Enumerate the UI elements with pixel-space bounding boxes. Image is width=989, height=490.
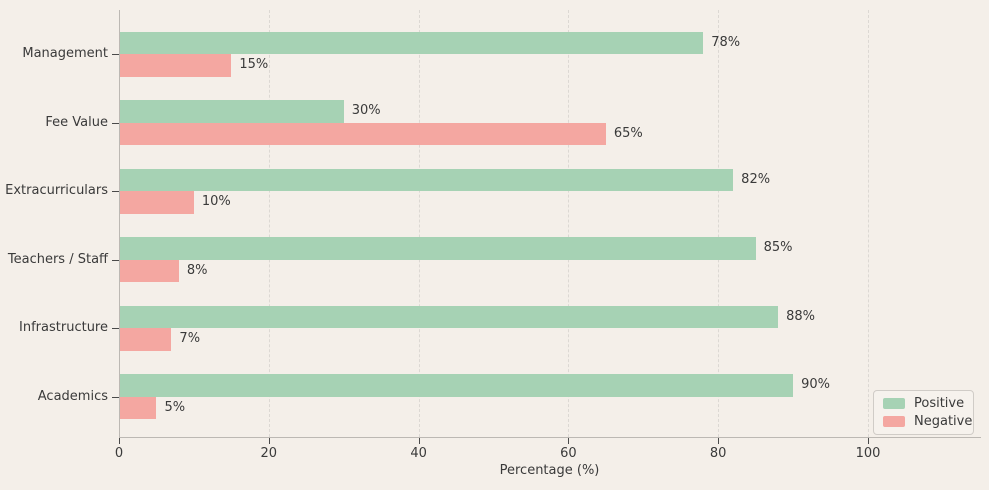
value-label-positive-2: 82%: [741, 171, 771, 187]
x-axis-title: Percentage (%): [499, 463, 600, 478]
bar-negative-3: [119, 259, 179, 282]
y-tick-2: [112, 191, 119, 192]
value-label-negative-0: 15%: [239, 57, 269, 72]
y-tick-5: [112, 396, 119, 398]
gridline-60: [568, 10, 570, 437]
bar-positive-1: [119, 100, 344, 123]
legend-label-positive: Positive: [914, 396, 965, 411]
gridline-40: [418, 10, 420, 437]
legend-item-negative: Negative: [883, 414, 972, 429]
gridline-80: [718, 10, 720, 437]
y-tick-0: [112, 54, 119, 55]
value-label-negative-2: 10%: [201, 194, 231, 209]
legend-swatch-positive-icon: [883, 398, 905, 409]
y-axis-line: [119, 10, 120, 438]
x-tick-100: [868, 438, 869, 444]
category-label-2: Extracurriculars: [5, 183, 108, 198]
value-label-negative-4: 7%: [179, 331, 201, 346]
x-tick-label-60: 60: [560, 446, 577, 461]
bar-positive-4: [119, 305, 779, 328]
gridline-20: [268, 10, 270, 437]
gridline-100: [868, 10, 869, 437]
value-label-negative-3: 8%: [186, 262, 208, 278]
bar-negative-2: [119, 191, 194, 214]
y-tick-3: [112, 259, 119, 261]
x-tick-60: [568, 438, 570, 444]
category-label-3: Teachers / Staff: [7, 251, 108, 267]
y-tick-4: [112, 328, 119, 329]
y-tick-1: [112, 122, 119, 124]
legend-item-positive: Positive: [883, 396, 964, 411]
category-label-1: Fee Value: [45, 114, 108, 130]
legend-swatch-negative-icon: [883, 416, 905, 427]
x-tick-label-20: 20: [260, 446, 278, 461]
x-tick-label-80: 80: [709, 446, 727, 461]
bar-positive-5: [119, 374, 794, 397]
x-tick-80: [718, 438, 720, 444]
legend: Positive Negative: [873, 390, 974, 435]
x-tick-label-100: 100: [855, 446, 881, 461]
x-tick-label-0: 0: [114, 446, 124, 461]
x-tick-0: [119, 438, 120, 444]
bar-negative-5: [119, 396, 157, 419]
legend-label-negative: Negative: [914, 414, 973, 429]
value-label-positive-5: 90%: [801, 377, 830, 392]
category-label-0: Management: [22, 46, 108, 61]
bar-positive-2: [119, 168, 734, 191]
x-tick-20: [268, 438, 270, 444]
x-axis-line: [119, 437, 981, 438]
bar-positive-3: [119, 237, 756, 260]
bar-negative-1: [119, 122, 606, 145]
value-label-positive-0: 78%: [711, 34, 741, 50]
bar-positive-0: [119, 31, 704, 54]
value-label-positive-1: 30%: [351, 103, 381, 118]
value-label-positive-4: 88%: [786, 308, 816, 324]
bar-negative-4: [119, 328, 172, 351]
category-label-4: Infrastructure: [19, 320, 108, 335]
value-label-negative-5: 5%: [164, 399, 186, 415]
category-label-5: Academics: [37, 388, 108, 404]
x-tick-label-40: 40: [410, 446, 427, 461]
value-label-negative-1: 65%: [613, 125, 643, 141]
bar-negative-0: [119, 54, 232, 77]
x-tick-40: [418, 438, 420, 444]
value-label-positive-3: 85%: [763, 240, 793, 255]
